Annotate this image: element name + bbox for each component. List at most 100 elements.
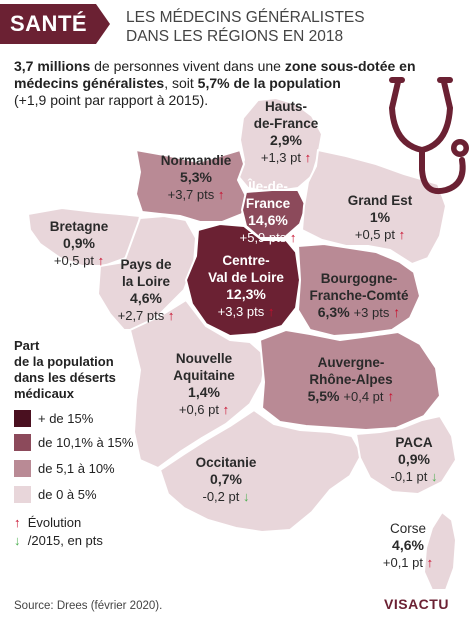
- legend-swatch: [14, 460, 31, 477]
- label-occitanie: Occitanie 0,7% -0,2 pt ↓: [180, 454, 272, 505]
- legend-label: de 10,1% à 15%: [38, 435, 134, 450]
- region-evolution: +0,5 pt: [354, 227, 395, 242]
- region-evolution: +1,3 pt: [260, 150, 301, 165]
- region-value: 0,7%: [210, 471, 242, 487]
- label-paca: PACA 0,9% -0,1 pt ↓: [370, 434, 458, 485]
- label-hauts-de-france: Hauts- de-France 2,9% +1,3 pt ↑: [238, 98, 334, 166]
- region-nouvelle-aquitaine: [129, 299, 267, 469]
- region-name: Val de Loire: [208, 270, 284, 285]
- region-name: Île-de-: [248, 179, 288, 194]
- legend-label: de 5,1 à 10%: [38, 461, 115, 476]
- legend-title-line3: dans les déserts: [14, 370, 116, 385]
- region-name: Aquitaine: [173, 368, 235, 383]
- section-tag: SANTÉ: [0, 4, 96, 44]
- arrow-up-icon: ↑: [289, 230, 297, 245]
- region-value: 1,4%: [188, 384, 220, 400]
- region-occitanie: [159, 409, 363, 533]
- intro-bold-percent: 5,7% de la population: [197, 75, 341, 91]
- arrow-up-icon: ↑: [97, 253, 105, 268]
- region-value: 6,3%: [317, 304, 350, 320]
- region-evolution: +3,3 pts: [217, 304, 265, 319]
- region-evolution: +3 pts: [353, 305, 390, 320]
- region-value: 0,9%: [398, 451, 430, 467]
- region-name: Auvergne-: [317, 355, 385, 370]
- region-value: 12,3%: [226, 286, 266, 302]
- region-value: 5,3%: [180, 169, 212, 185]
- region-name: France: [245, 196, 291, 211]
- region-name: PACA: [395, 435, 433, 450]
- region-value: 0,9%: [63, 235, 95, 251]
- arrow-up-icon: ↑: [393, 304, 401, 320]
- arrow-up-icon: ↑: [426, 555, 434, 570]
- intro-text: 3,7 millions de personnes vivent dans un…: [14, 58, 454, 109]
- label-auvergne-rhone-alpes: Auvergne- Rhône-Alpes 5,5% +0,4 pt ↑: [296, 354, 406, 405]
- arrow-down-icon: ↓: [430, 469, 438, 484]
- intro-text-2: , soit: [164, 75, 198, 91]
- region-evolution: -0,1 pt: [390, 469, 428, 484]
- region-auvergne-rhone-alpes: [259, 329, 441, 431]
- region-evolution: +0,6 pt: [178, 402, 219, 417]
- region-name: Hauts-: [264, 99, 307, 114]
- region-centre-val-de-loire: [185, 223, 301, 337]
- region-name: Corse: [389, 521, 426, 536]
- arrow-up-icon: ↑: [387, 388, 395, 404]
- brand-logo: VISACTU: [384, 596, 449, 612]
- label-pays-de-la-loire: Pays de la Loire 4,6% +2,7 pts ↑: [100, 256, 192, 324]
- page-title-line2: DANS LES RÉGIONS EN 2018: [126, 28, 344, 45]
- legend-label: de 0 à 5%: [38, 487, 97, 502]
- region-name: la Loire: [121, 274, 170, 289]
- legend-title-line2: de la population: [14, 354, 114, 369]
- arrow-up-icon: ↑: [167, 308, 175, 323]
- region-value: 1%: [369, 209, 391, 225]
- stethoscope-icon: [388, 77, 469, 194]
- evolution-legend-line2: /2015, en pts: [27, 533, 103, 548]
- region-value: 2,9%: [270, 132, 302, 148]
- legend-title-line1: Part: [14, 338, 40, 353]
- page-title-line1: LES MÉDECINS GÉNÉRALISTES: [126, 9, 365, 26]
- region-grand-est: [301, 149, 447, 265]
- region-evolution: +2,7 pts: [117, 308, 165, 323]
- region-value: 4,6%: [130, 290, 162, 306]
- intro-bold-millions: 3,7 millions: [14, 58, 91, 74]
- region-name: Franche-Comté: [309, 288, 409, 303]
- arrow-down-icon: ↓: [242, 489, 250, 504]
- region-bourgogne-franche-comte: [297, 243, 421, 337]
- region-name: Centre-: [222, 253, 270, 268]
- label-grand-est: Grand Est 1% +0,5 pt ↑: [334, 192, 426, 243]
- region-evolution: -0,2 pt: [202, 489, 240, 504]
- region-name: Nouvelle: [175, 351, 233, 366]
- legend-label: + de 15%: [38, 411, 94, 426]
- arrow-up-icon: ↑: [304, 150, 312, 165]
- legend-swatch: [14, 410, 31, 427]
- region-name: Normandie: [160, 153, 232, 168]
- label-corse: Corse 4,6% +0,1 pt ↑: [366, 520, 450, 571]
- region-ile-de-france: [241, 189, 307, 239]
- label-bretagne: Bretagne 0,9% +0,5 pt ↑: [34, 218, 124, 269]
- evolution-legend: ↑ Évolution ↓ /2015, en pts: [14, 514, 103, 550]
- region-name: Bretagne: [49, 219, 109, 234]
- legend-title-line4: médicaux: [14, 386, 74, 401]
- label-ile-de-france: Île-de- France 14,6% +5,9 pts ↑: [226, 178, 310, 246]
- intro-text-3: (+1,9 point par rapport à 2015).: [14, 92, 209, 108]
- legend-swatch: [14, 486, 31, 503]
- label-nouvelle-aquitaine: Nouvelle Aquitaine 1,4% +0,6 pt ↑: [158, 350, 250, 418]
- intro-text-1: de personnes vivent dans une: [90, 58, 285, 74]
- label-centre-val-de-loire: Centre- Val de Loire 12,3% +3,3 pts ↑: [194, 252, 298, 320]
- arrow-up-icon: ↑: [14, 515, 21, 530]
- region-value: 5,5%: [307, 388, 340, 404]
- section-tag-label: SANTÉ: [10, 11, 88, 36]
- section-tag-arrow: [96, 4, 110, 44]
- page-title: LES MÉDECINS GÉNÉRALISTES DANS LES RÉGIO…: [126, 8, 456, 46]
- region-value: 14,6%: [248, 212, 288, 228]
- arrow-up-icon: ↑: [217, 187, 225, 202]
- region-name: Occitanie: [195, 455, 257, 470]
- region-evolution: +0,5 pt: [53, 253, 94, 268]
- intro-bold-zone: zone sous-dotée en médecins généralistes: [14, 58, 416, 91]
- header: SANTÉ LES MÉDECINS GÉNÉRALISTES DANS LES…: [0, 0, 474, 52]
- region-name: Rhône-Alpes: [309, 372, 393, 387]
- arrow-up-icon: ↑: [267, 304, 275, 319]
- region-name: Bourgogne-: [320, 271, 398, 286]
- map-legend: Part de la population dans les déserts m…: [14, 338, 174, 503]
- region-corse: [423, 511, 457, 591]
- label-normandie: Normandie 5,3% +3,7 pts ↑: [146, 152, 246, 203]
